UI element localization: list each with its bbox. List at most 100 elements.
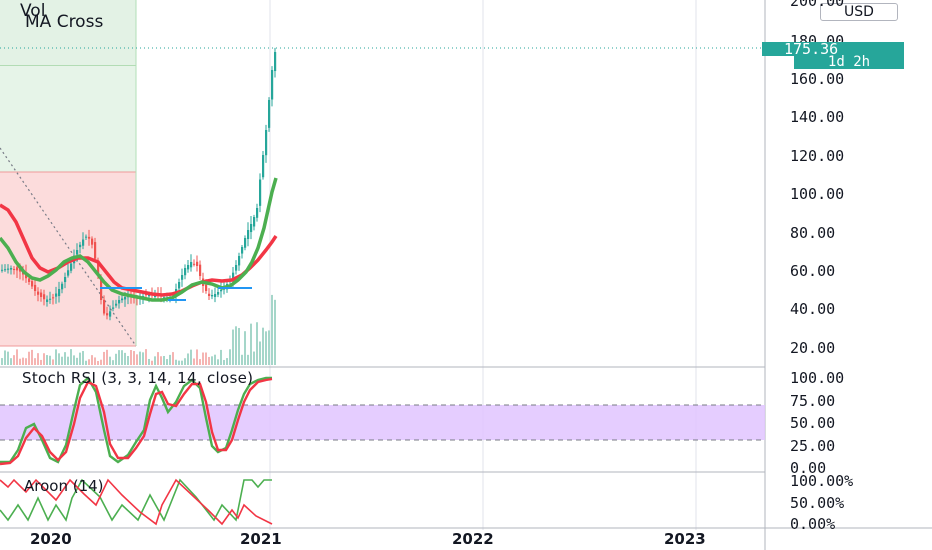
volume-bar [124, 352, 126, 365]
aroon-tick: 50.00% [790, 494, 845, 512]
candle-body [103, 299, 106, 314]
candle-body [274, 52, 277, 72]
volume-bar [73, 355, 75, 365]
stoch-k-line[interactable] [0, 376, 272, 464]
candle-body [31, 281, 34, 287]
candle-body [112, 307, 115, 309]
volume-bar [25, 358, 27, 365]
volume-bar [52, 359, 54, 365]
volume-bar [109, 356, 111, 365]
candle-body [232, 272, 235, 282]
aroon-tick: 0.00% [790, 515, 836, 533]
volume-bar [250, 323, 252, 365]
trend-line[interactable] [0, 147, 137, 347]
candle-body [148, 294, 151, 297]
volume-bar [151, 360, 153, 365]
volume-bar [187, 353, 189, 365]
candle-body [76, 250, 79, 255]
volume-bar [136, 354, 138, 365]
volume-bar [271, 294, 273, 365]
candle-body [70, 263, 73, 271]
aroon-up-line[interactable] [0, 478, 272, 522]
volume-bar [49, 355, 51, 365]
volume-bar [118, 350, 120, 365]
candle-body [211, 295, 214, 297]
volume-legend[interactable]: Vol [20, 1, 46, 21]
candle-body [181, 275, 184, 280]
candle-body [124, 297, 127, 300]
candle-body [34, 284, 37, 291]
candle-body [88, 236, 91, 239]
volume-bar [94, 357, 96, 365]
candle-body [268, 100, 271, 128]
volume-bar [211, 356, 213, 365]
volume-bar [43, 353, 45, 365]
candle-body [28, 278, 31, 282]
volume-bar [193, 358, 195, 365]
candle-body [46, 299, 49, 302]
candle-body [37, 291, 40, 295]
candle-body [238, 256, 241, 266]
candle-body [55, 293, 58, 297]
stoch-tick: 100.00 [790, 369, 845, 387]
volume-bar [112, 360, 114, 365]
volume-bar [247, 354, 249, 365]
volume-bar [106, 349, 108, 365]
ma-cross-markers [100, 287, 252, 301]
stoch-tick: 75.00 [790, 392, 836, 410]
candle-body [199, 264, 202, 276]
aroon-down-line[interactable] [0, 478, 273, 526]
candle-body [85, 236, 88, 238]
volume-bar [244, 331, 246, 365]
candle-body [265, 130, 268, 156]
ma-fast-line[interactable] [0, 177, 278, 302]
volume-bar [178, 360, 180, 365]
volume-bar [145, 349, 147, 365]
candle-body [16, 267, 19, 271]
long-position-zone[interactable] [0, 0, 136, 66]
currency-button[interactable]: USD [820, 3, 898, 21]
volume-bar [202, 352, 204, 365]
candle-body [109, 311, 112, 317]
volume-bar [31, 349, 33, 365]
stoch-tick: 25.00 [790, 437, 836, 455]
volume-bar [205, 352, 207, 365]
candle-body [262, 155, 265, 178]
volume-bar [97, 360, 99, 365]
volume-bar [37, 353, 39, 365]
candle-body [64, 277, 67, 283]
volume-bar [133, 351, 135, 365]
candle-body [7, 268, 10, 270]
candle-body [259, 179, 262, 206]
volume-bar [157, 352, 159, 365]
price-tick: 140.00 [790, 108, 845, 126]
volume-bar [1, 358, 3, 365]
volume-bar [172, 352, 174, 365]
stoch-rsi-legend[interactable]: Stoch RSI (3, 3, 14, 14, close) [22, 369, 254, 387]
volume-bar [220, 349, 222, 365]
volume-bar [223, 359, 225, 365]
volume-bars [1, 294, 276, 365]
candle-body [250, 224, 253, 233]
stoch-d-line[interactable] [0, 377, 273, 466]
aroon-legend[interactable]: Aroon (14) [24, 477, 104, 495]
volume-bar [217, 359, 219, 365]
candle-body [235, 265, 238, 271]
candle-body [256, 208, 259, 218]
volume-bar [40, 359, 42, 365]
candle-body [43, 294, 46, 300]
volume-bar [61, 356, 63, 365]
volume-bar [226, 358, 228, 365]
candle-body [49, 298, 52, 300]
volume-bar [241, 354, 243, 365]
aroon-tick: 100.00% [790, 472, 854, 490]
volume-bar [127, 356, 129, 365]
candle-body [271, 70, 274, 100]
volume-bar [82, 351, 84, 365]
long-position-profit-zone[interactable] [0, 66, 136, 172]
ma-cross-legend[interactable]: MA Cross [25, 12, 104, 32]
candle-body [10, 268, 13, 270]
volume-bar [91, 355, 93, 365]
